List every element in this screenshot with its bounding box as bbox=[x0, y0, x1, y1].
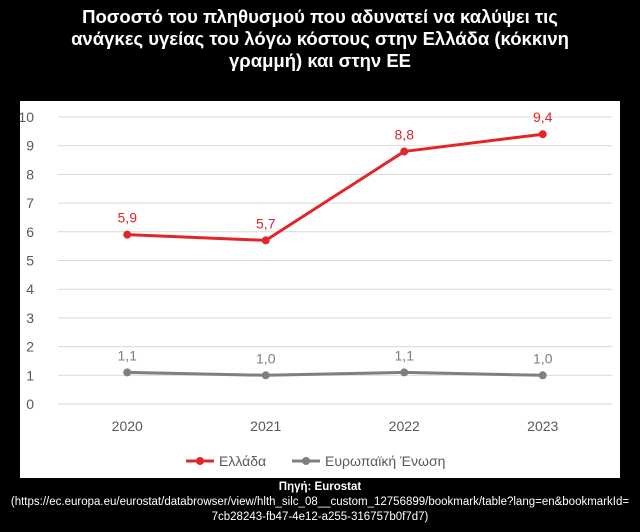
source-note: Πηγή: Eurostat (https://ec.europa.eu/eur… bbox=[0, 480, 640, 525]
y-tick-label: 4 bbox=[26, 281, 34, 297]
data-label: 1,0 bbox=[533, 350, 553, 366]
x-tick-label: 2023 bbox=[527, 418, 558, 434]
data-point bbox=[400, 368, 409, 377]
data-label: 5,9 bbox=[118, 210, 138, 226]
chart-panel: 0 1 2 3 4 5 6 7 8 9 10 2020 2021 2022 2023 5,9 5,7 8,8 9,4… bbox=[20, 101, 620, 478]
data-point bbox=[538, 371, 547, 380]
data-point bbox=[261, 236, 270, 245]
line-chart: 0 1 2 3 4 5 6 7 8 9 10 2020 2021 2022 2023 5,9 5,7 8,8 9,4… bbox=[20, 109, 612, 469]
data-label: 1,0 bbox=[256, 350, 276, 366]
data-point bbox=[261, 371, 270, 380]
x-tick-label: 2020 bbox=[112, 418, 143, 434]
chart-title-line: ανάγκες υγείας του λόγω κόστους στην Ελλ… bbox=[71, 28, 569, 49]
x-tick-label: 2022 bbox=[389, 418, 420, 434]
legend-label: Ευρωπαϊκή Ένωση bbox=[325, 453, 445, 469]
data-label: 9,4 bbox=[533, 109, 553, 125]
legend-swatch-marker bbox=[196, 457, 204, 465]
y-tick-label: 1 bbox=[26, 367, 34, 383]
data-label: 8,8 bbox=[395, 126, 415, 142]
y-tick-label: 2 bbox=[26, 339, 34, 355]
y-tick-label: 8 bbox=[26, 166, 34, 182]
y-tick-label: 6 bbox=[26, 224, 34, 240]
y-tick-label: 9 bbox=[26, 138, 34, 154]
source-label: Πηγή: Eurostat bbox=[278, 481, 362, 493]
y-tick-label: 0 bbox=[26, 396, 34, 412]
series-line-eu bbox=[127, 370, 543, 377]
y-tick-label: 10 bbox=[20, 109, 34, 125]
data-point bbox=[538, 130, 547, 139]
data-point bbox=[123, 368, 132, 377]
data-label: 1,1 bbox=[118, 347, 138, 363]
chart-title: Ποσοστό του πληθυσμού που αδυνατεί να κα… bbox=[0, 6, 640, 72]
data-label: 1,1 bbox=[395, 347, 415, 363]
y-tick-label: 5 bbox=[26, 253, 34, 269]
legend-label: Ελλάδα bbox=[219, 453, 266, 469]
data-point bbox=[400, 147, 409, 156]
data-label: 5,7 bbox=[256, 215, 276, 231]
chart-title-line: Ποσοστό του πληθυσμού που αδυνατεί να κα… bbox=[82, 6, 558, 27]
legend-swatch-marker bbox=[302, 457, 310, 465]
x-tick-label: 2021 bbox=[250, 418, 281, 434]
data-point bbox=[123, 230, 132, 239]
chart-title-line: γραμμή) και στην ΕΕ bbox=[228, 50, 412, 71]
y-tick-label: 3 bbox=[26, 310, 34, 326]
y-tick-label: 7 bbox=[26, 195, 34, 211]
source-url: (https://ec.europa.eu/eurostat/databrows… bbox=[10, 496, 630, 523]
series-line-greece bbox=[127, 132, 543, 242]
